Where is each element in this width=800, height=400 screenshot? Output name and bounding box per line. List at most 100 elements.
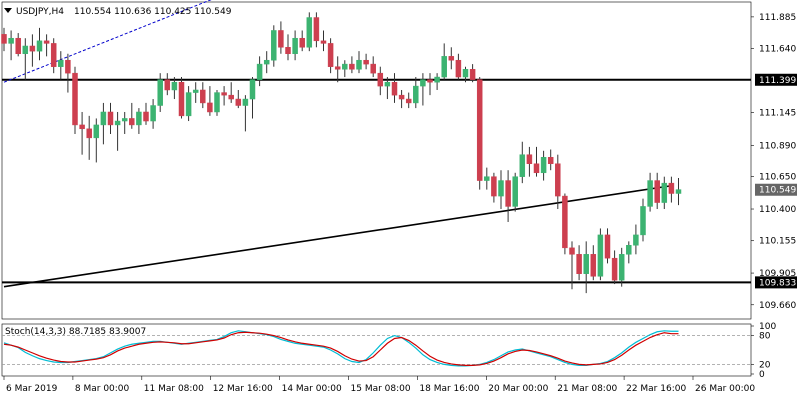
- bullish-candle: [484, 176, 490, 181]
- rising-trendline: [3, 184, 672, 288]
- bearish-candle: [391, 81, 398, 96]
- bearish-candle: [164, 79, 171, 91]
- bearish-candle: [505, 180, 511, 207]
- bullish-candle: [8, 37, 14, 44]
- bearish-candle: [555, 163, 561, 197]
- time-tick-label: 15 Mar 08:00: [351, 384, 411, 394]
- bearish-candle: [143, 111, 149, 122]
- bullish-candle: [647, 180, 653, 207]
- bearish-candle: [590, 254, 597, 277]
- bearish-candle: [405, 98, 412, 104]
- grid-layer: [1, 1, 752, 377]
- bullish-candle: [171, 81, 178, 91]
- bearish-candle: [427, 79, 433, 83]
- bearish-candle: [1, 34, 7, 44]
- price-tag-label: 111.399: [759, 76, 796, 86]
- bullish-candle: [498, 180, 504, 197]
- bearish-candle: [235, 98, 242, 106]
- bearish-candle: [469, 69, 476, 80]
- bearish-candle: [491, 176, 497, 197]
- bearish-candle: [327, 43, 334, 67]
- bearish-candle: [299, 37, 305, 48]
- stoch-tick-label: 100: [759, 322, 776, 332]
- bullish-candle: [512, 176, 518, 207]
- bearish-candle: [313, 17, 320, 42]
- price-tag-label: 110.549: [759, 186, 796, 196]
- bullish-candle: [136, 111, 142, 126]
- bearish-candle: [50, 43, 57, 67]
- stoch-tick-label: 0: [759, 370, 765, 380]
- time-tick-label: 20 Mar 00:00: [488, 384, 548, 394]
- bearish-candle: [129, 118, 135, 126]
- bullish-candle: [256, 63, 263, 80]
- bullish-candle: [58, 59, 64, 67]
- bullish-candle: [434, 76, 440, 83]
- bearish-candle: [448, 56, 455, 61]
- bearish-candle: [107, 111, 114, 126]
- price-tick-label: 111.640: [759, 45, 796, 55]
- symbol-label: USDJPY,H4: [16, 7, 64, 17]
- stochastic-layer: [2, 330, 751, 367]
- bullish-candle: [618, 254, 625, 281]
- bearish-candle: [334, 66, 341, 70]
- current-price-tag: [755, 183, 797, 196]
- bearish-candle: [43, 40, 50, 44]
- bullish-candle: [626, 244, 632, 255]
- bearish-candle: [228, 94, 234, 100]
- bullish-candle: [519, 154, 526, 177]
- bearish-candle: [476, 79, 483, 181]
- bullish-candle: [640, 206, 646, 236]
- bullish-candle: [462, 69, 469, 78]
- time-tick-label: 14 Mar 00:00: [282, 384, 342, 394]
- bearish-candle: [533, 163, 540, 174]
- bearish-candle: [207, 102, 213, 113]
- time-tick-label: 6 Mar 2019: [6, 384, 58, 394]
- time-tick-label: 26 Mar 00:00: [695, 384, 755, 394]
- bullish-candle: [192, 89, 199, 93]
- price-tick-label: 110.650: [759, 173, 796, 183]
- bullish-candle: [420, 79, 426, 87]
- bullish-candle: [242, 98, 249, 106]
- bearish-candle: [569, 247, 575, 255]
- bearish-candle: [285, 47, 291, 55]
- bearish-candle: [611, 257, 618, 281]
- bearish-candle: [29, 45, 36, 52]
- time-tick-label: 21 Mar 08:00: [557, 384, 617, 394]
- bearish-candle: [370, 63, 376, 74]
- candles-layer: [1, 12, 682, 294]
- time-tick-label: 11 Mar 08:00: [144, 384, 204, 394]
- bearish-candle: [377, 72, 384, 87]
- bullish-candle: [249, 79, 256, 100]
- bullish-candle: [384, 81, 391, 87]
- bullish-candle: [661, 182, 668, 203]
- bullish-candle: [356, 59, 362, 70]
- bullish-candle: [413, 85, 419, 104]
- bullish-candle: [441, 56, 447, 78]
- bullish-candle: [185, 92, 192, 117]
- bearish-candle: [668, 182, 675, 194]
- triangle-down-icon[interactable]: [4, 8, 12, 13]
- bearish-candle: [455, 59, 462, 78]
- price-tick-label: 111.885: [759, 13, 796, 23]
- price-tick-label: 111.145: [759, 109, 796, 119]
- bearish-candle: [363, 59, 369, 65]
- bullish-candle: [597, 234, 604, 277]
- price-tick-label: 109.905: [759, 269, 796, 279]
- price-tick-label: 110.155: [759, 237, 796, 247]
- bearish-candle: [320, 40, 327, 44]
- stoch-tick-label: 20: [759, 360, 771, 370]
- stoch-main-line: [3, 330, 679, 367]
- bullish-candle: [157, 79, 163, 106]
- bearish-candle: [200, 89, 206, 104]
- bearish-candle: [547, 157, 554, 164]
- dashed-trendline: [3, 0, 212, 83]
- level-price-tag: [755, 276, 797, 289]
- time-tick-label: 18 Mar 16:00: [419, 384, 479, 394]
- stoch-signal-line: [3, 331, 679, 366]
- bearish-candle: [15, 37, 21, 55]
- bearish-candle: [526, 154, 533, 164]
- bullish-candle: [633, 234, 639, 246]
- bearish-candle: [79, 124, 85, 130]
- bullish-candle: [292, 37, 298, 55]
- bearish-candle: [398, 94, 405, 100]
